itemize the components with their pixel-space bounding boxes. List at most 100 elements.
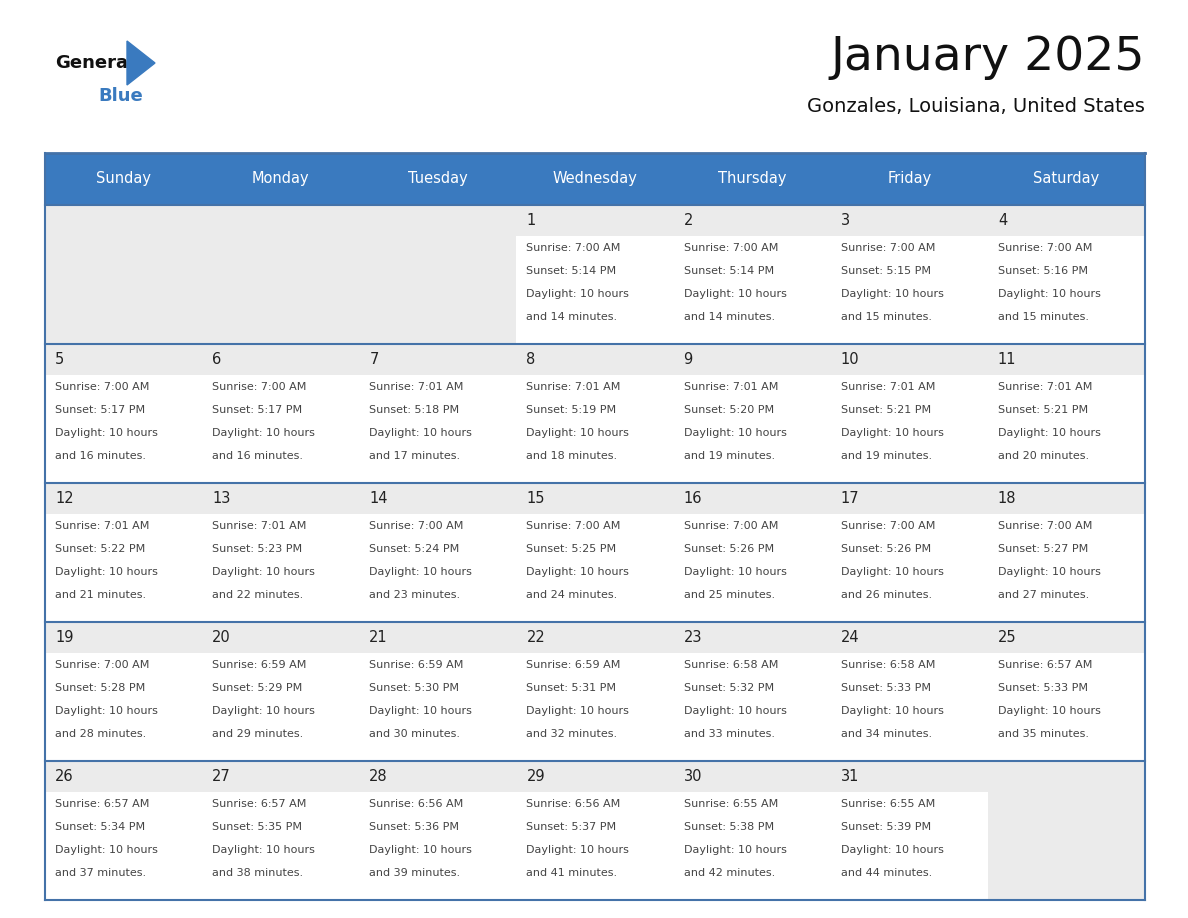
Text: Sunrise: 7:00 AM: Sunrise: 7:00 AM [998,521,1092,531]
Text: Daylight: 10 hours: Daylight: 10 hours [526,288,630,298]
Text: Daylight: 10 hours: Daylight: 10 hours [526,566,630,577]
Bar [830,791,988,900]
Text: Daylight: 10 hours: Daylight: 10 hours [998,288,1101,298]
Polygon shape [127,41,154,85]
Bar [45,205,202,344]
Bar [830,375,988,483]
Text: Daylight: 10 hours: Daylight: 10 hours [841,428,943,438]
Bar [359,653,517,761]
Bar [988,344,1145,483]
Text: Sunset: 5:38 PM: Sunset: 5:38 PM [683,822,773,832]
Text: Saturday: Saturday [1034,172,1100,186]
Bar [359,761,517,791]
Bar [517,153,674,205]
Text: and 34 minutes.: and 34 minutes. [841,729,931,738]
Text: Sunset: 5:17 PM: Sunset: 5:17 PM [213,405,302,415]
Bar [988,622,1145,653]
Text: Sunset: 5:30 PM: Sunset: 5:30 PM [369,683,460,692]
Bar [674,205,830,344]
Text: 13: 13 [213,491,230,506]
Text: Sunrise: 7:01 AM: Sunrise: 7:01 AM [55,521,150,531]
Bar [45,344,202,375]
Bar [202,761,359,900]
Bar [830,344,988,375]
Bar [359,513,517,622]
Text: Sunset: 5:33 PM: Sunset: 5:33 PM [841,683,930,692]
Bar [45,622,202,653]
Bar [517,236,674,344]
Text: 22: 22 [526,630,545,645]
Text: Monday: Monday [252,172,310,186]
Text: Daylight: 10 hours: Daylight: 10 hours [369,428,472,438]
Text: Sunrise: 7:00 AM: Sunrise: 7:00 AM [55,382,150,392]
Bar [674,153,830,205]
Bar [359,791,517,900]
Text: Sunset: 5:25 PM: Sunset: 5:25 PM [526,543,617,554]
Bar [45,483,202,513]
Text: Sunset: 5:31 PM: Sunset: 5:31 PM [526,683,617,692]
Text: 8: 8 [526,352,536,367]
Bar [202,761,359,791]
Text: and 32 minutes.: and 32 minutes. [526,729,618,738]
Text: and 41 minutes.: and 41 minutes. [526,868,618,878]
Text: Sunset: 5:39 PM: Sunset: 5:39 PM [841,822,931,832]
Text: 15: 15 [526,491,545,506]
Text: and 28 minutes.: and 28 minutes. [55,729,146,738]
Text: and 21 minutes.: and 21 minutes. [55,589,146,599]
Text: Sunset: 5:37 PM: Sunset: 5:37 PM [526,822,617,832]
Bar [45,483,202,622]
Text: Daylight: 10 hours: Daylight: 10 hours [213,566,315,577]
Text: Sunset: 5:17 PM: Sunset: 5:17 PM [55,405,145,415]
Bar [359,344,517,483]
Text: Sunrise: 6:59 AM: Sunrise: 6:59 AM [213,659,307,669]
Text: Sunrise: 6:57 AM: Sunrise: 6:57 AM [55,799,150,809]
Text: Sunset: 5:26 PM: Sunset: 5:26 PM [841,543,931,554]
Text: Daylight: 10 hours: Daylight: 10 hours [998,706,1101,715]
Bar [674,622,830,653]
Text: Sunrise: 6:59 AM: Sunrise: 6:59 AM [369,659,463,669]
Bar [517,483,674,622]
Bar [674,344,830,375]
Bar [988,344,1145,375]
Text: and 18 minutes.: and 18 minutes. [526,451,618,461]
Text: Sunset: 5:20 PM: Sunset: 5:20 PM [683,405,773,415]
Bar [359,622,517,653]
Text: 28: 28 [369,769,388,784]
Text: and 16 minutes.: and 16 minutes. [213,451,303,461]
Bar [202,344,359,375]
Text: Sunrise: 7:00 AM: Sunrise: 7:00 AM [841,242,935,252]
Text: and 35 minutes.: and 35 minutes. [998,729,1089,738]
Bar [830,761,988,900]
Bar [517,205,674,344]
Text: and 17 minutes.: and 17 minutes. [369,451,461,461]
Bar [202,483,359,513]
Bar [830,153,988,205]
Text: 26: 26 [55,769,74,784]
Bar [988,653,1145,761]
Text: Sunset: 5:27 PM: Sunset: 5:27 PM [998,543,1088,554]
Text: 19: 19 [55,630,74,645]
Text: Sunrise: 6:58 AM: Sunrise: 6:58 AM [683,659,778,669]
Bar [202,344,359,483]
Text: Sunset: 5:36 PM: Sunset: 5:36 PM [369,822,460,832]
Text: Sunset: 5:18 PM: Sunset: 5:18 PM [369,405,460,415]
Text: and 38 minutes.: and 38 minutes. [213,868,303,878]
Text: 11: 11 [998,352,1017,367]
Text: 21: 21 [369,630,388,645]
Text: Daylight: 10 hours: Daylight: 10 hours [55,845,158,855]
Text: Sunrise: 7:00 AM: Sunrise: 7:00 AM [526,521,621,531]
Bar [45,344,202,483]
Bar [517,761,674,791]
Text: Sunrise: 6:56 AM: Sunrise: 6:56 AM [526,799,620,809]
Bar [830,483,988,513]
Text: and 14 minutes.: and 14 minutes. [683,311,775,321]
Text: and 24 minutes.: and 24 minutes. [526,589,618,599]
Text: Daylight: 10 hours: Daylight: 10 hours [683,845,786,855]
Bar [988,153,1145,205]
Text: Daylight: 10 hours: Daylight: 10 hours [683,706,786,715]
Text: and 27 minutes.: and 27 minutes. [998,589,1089,599]
Text: and 20 minutes.: and 20 minutes. [998,451,1089,461]
Bar [830,622,988,653]
Bar [45,791,202,900]
Bar [674,513,830,622]
